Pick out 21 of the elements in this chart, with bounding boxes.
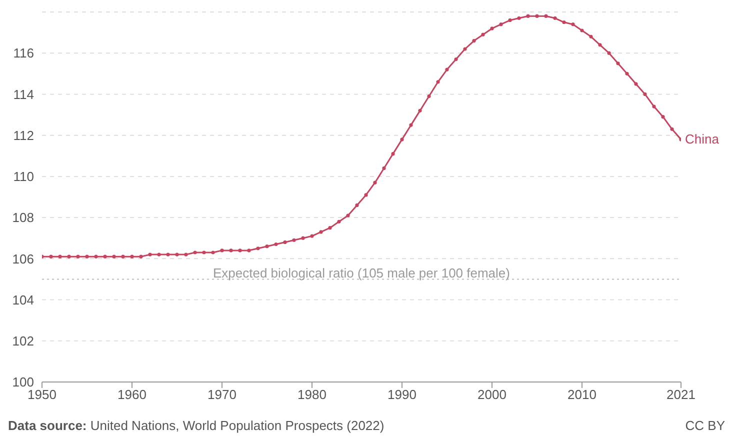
y-tick-label: 102: [12, 334, 34, 349]
x-tick-label: 1990: [388, 387, 416, 402]
x-tick-label: 1980: [298, 387, 326, 402]
x-tick-label: 2010: [568, 387, 596, 402]
source-note: Data source: United Nations, World Population Prospects (2022): [8, 418, 384, 433]
y-tick-label: 104: [12, 292, 34, 308]
x-tick-label: 2021: [666, 387, 696, 402]
x-tick-label: 1950: [28, 387, 56, 402]
series-label: China: [685, 131, 720, 146]
y-tick-label: 108: [12, 210, 34, 226]
y-tick-label: 106: [12, 251, 34, 266]
y-tick-label: 112: [13, 128, 34, 143]
y-tick-label: 116: [13, 46, 34, 61]
y-tick-label: 114: [13, 86, 34, 102]
x-tick-label: 1970: [208, 387, 236, 402]
y-tick-label: 110: [13, 169, 34, 184]
text: CC BY: [685, 418, 725, 433]
x-tick-label: 2000: [478, 387, 506, 402]
ref-line-label: Expected biological ratio (105 male per 100 female): [212, 265, 510, 280]
y-tick-label: 100: [12, 374, 34, 390]
x-tick-label: 1960: [118, 387, 146, 402]
